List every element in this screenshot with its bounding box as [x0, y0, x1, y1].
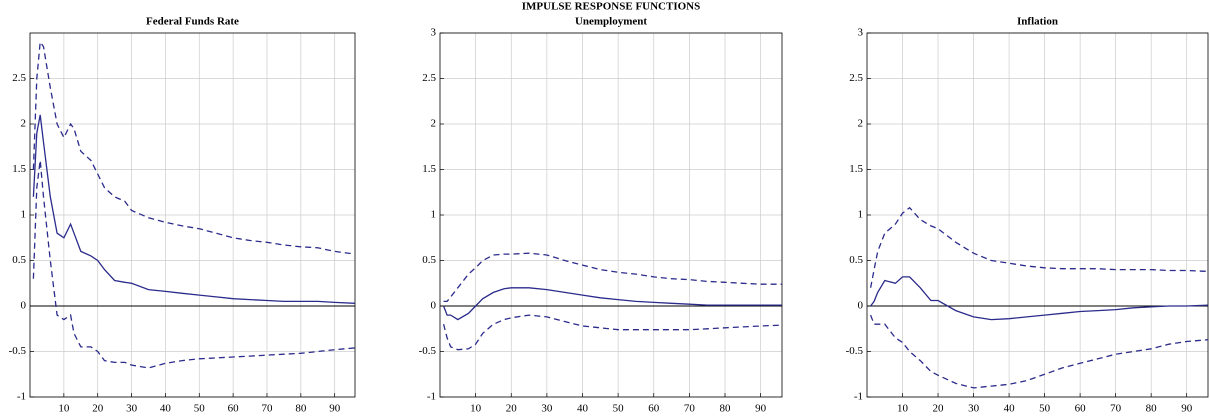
- series-line: [870, 276, 1209, 321]
- x-tick-label: 90: [329, 403, 341, 415]
- x-tick-label: 70: [1110, 403, 1122, 415]
- x-tick-label: 30: [541, 403, 553, 415]
- figure-title: IMPULSE RESPONSE FUNCTIONS: [522, 1, 700, 13]
- series-line: [442, 314, 783, 351]
- y-tick-label: 2: [858, 118, 864, 130]
- y-tick-label: 2: [431, 118, 437, 130]
- y-tick-label: 0: [21, 300, 27, 312]
- series-line: [869, 206, 1209, 288]
- x-tick-label: 60: [1075, 403, 1087, 415]
- x-tick-label: 20: [92, 403, 104, 415]
- y-tick-label: 2: [21, 118, 27, 130]
- y-tick-label: -1: [17, 391, 26, 403]
- plot-frame: [866, 32, 1209, 398]
- y-tick-label: 1: [431, 209, 437, 221]
- x-tick-label: 50: [613, 403, 625, 415]
- x-tick-label: 50: [1039, 403, 1051, 415]
- x-tick-label: 80: [720, 403, 732, 415]
- y-tick-label: -1: [854, 391, 863, 403]
- x-tick-label: 80: [1146, 403, 1158, 415]
- y-tick-label: 1.5: [849, 163, 863, 175]
- y-tick-label: 3: [431, 27, 437, 39]
- y-tick-label: 2.5: [422, 72, 436, 84]
- y-tick-label: -0.5: [9, 345, 27, 357]
- x-tick-label: 10: [58, 403, 70, 415]
- plot-frame: [439, 32, 783, 398]
- x-tick-label: 60: [648, 403, 660, 415]
- y-tick-label: -0.5: [846, 345, 864, 357]
- y-tick-label: 3: [858, 27, 864, 39]
- series-line: [869, 314, 1209, 389]
- plot-frame: [29, 32, 356, 398]
- y-tick-label: 2.5: [12, 72, 26, 84]
- y-tick-label: -0.5: [419, 345, 437, 357]
- x-tick-label: 20: [506, 403, 518, 415]
- x-tick-label: 10: [897, 403, 909, 415]
- x-tick-label: 10: [470, 403, 482, 415]
- y-tick-label: 0: [858, 300, 864, 312]
- y-tick-label: 1: [21, 209, 27, 221]
- x-tick-label: 20: [933, 403, 945, 415]
- y-tick-label: -1: [427, 391, 436, 403]
- series-line: [32, 40, 356, 255]
- x-tick-label: 60: [228, 403, 240, 415]
- y-tick-label: 0.5: [422, 254, 436, 266]
- chart-title: Inflation: [1017, 16, 1058, 28]
- y-tick-label: 1.5: [422, 163, 436, 175]
- y-tick-label: 0: [431, 300, 437, 312]
- series-line: [443, 252, 782, 303]
- x-tick-label: 40: [1004, 403, 1016, 415]
- x-tick-label: 30: [126, 403, 138, 415]
- x-tick-label: 90: [755, 403, 767, 415]
- y-tick-label: 0.5: [12, 254, 26, 266]
- y-tick-label: 1.5: [12, 163, 26, 175]
- chart-title: Unemployment: [575, 16, 647, 28]
- x-tick-label: 40: [160, 403, 172, 415]
- series-line: [442, 287, 782, 321]
- series-line: [32, 160, 356, 369]
- x-tick-label: 70: [261, 403, 273, 415]
- x-tick-label: 50: [194, 403, 206, 415]
- x-tick-label: 30: [968, 403, 980, 415]
- x-tick-label: 90: [1181, 403, 1193, 415]
- x-tick-label: 40: [577, 403, 589, 415]
- x-tick-label: 80: [295, 403, 307, 415]
- chart-title: Federal Funds Rate: [146, 16, 239, 28]
- y-tick-label: 2.5: [849, 72, 863, 84]
- y-tick-label: 1: [858, 209, 864, 221]
- y-tick-label: 0.5: [849, 254, 863, 266]
- x-tick-label: 70: [684, 403, 696, 415]
- series-line: [32, 114, 356, 304]
